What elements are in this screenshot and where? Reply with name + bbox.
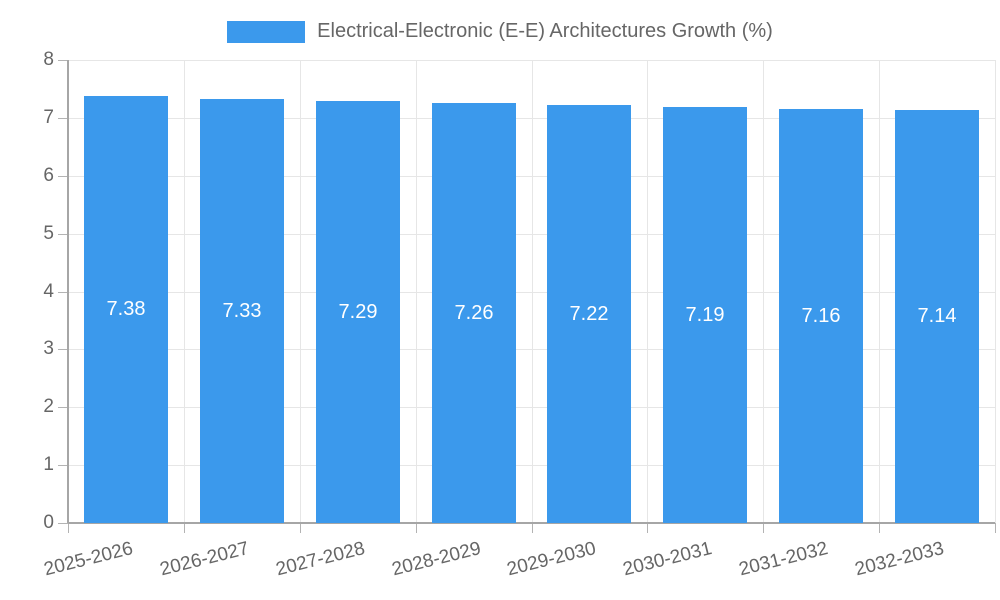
- y-axis-tick-label: 2: [43, 396, 54, 417]
- y-axis-tick-label: 5: [43, 223, 54, 244]
- y-axis-line: [67, 60, 69, 523]
- gridline-vertical: [532, 60, 533, 523]
- gridline-vertical: [300, 60, 301, 523]
- y-axis-tick: [58, 465, 68, 466]
- bar-value-label: 7.19: [685, 303, 725, 326]
- x-axis-tick: [300, 523, 301, 533]
- y-axis-tick: [58, 523, 68, 524]
- y-axis-tick-label: 0: [43, 512, 54, 533]
- gridline-horizontal: [68, 60, 995, 61]
- x-axis-tick: [879, 523, 880, 533]
- x-axis-tick: [763, 523, 764, 533]
- gridline-vertical: [995, 60, 996, 523]
- y-axis-tick: [58, 292, 68, 293]
- gridline-vertical: [184, 60, 185, 523]
- gridline-horizontal: [68, 349, 995, 350]
- chart-legend[interactable]: Electrical-Electronic (E-E) Architecture…: [0, 20, 1000, 43]
- gridline-horizontal: [68, 234, 995, 235]
- x-axis-tick: [184, 523, 185, 533]
- bar-value-label: 7.26: [454, 301, 494, 324]
- bar-value-label: 7.38: [106, 298, 146, 320]
- x-axis-tick: [68, 523, 69, 533]
- y-axis-tick-label: 3: [43, 338, 54, 359]
- x-axis-tick: [647, 523, 648, 533]
- y-axis-tick: [58, 234, 68, 235]
- gridline-vertical: [416, 60, 417, 523]
- bar-2027-2028[interactable]: 7.29: [316, 101, 400, 523]
- bar-value-label: 7.14: [917, 305, 957, 327]
- x-axis-line: [68, 522, 995, 524]
- gridline-horizontal: [68, 118, 995, 119]
- gridline-horizontal: [68, 407, 995, 408]
- gridline-vertical: [763, 60, 764, 523]
- bar-2025-2026[interactable]: 7.38: [84, 96, 168, 523]
- y-axis-tick: [58, 176, 68, 177]
- y-axis-tick: [58, 60, 68, 61]
- bar-value-label: 7.33: [222, 299, 262, 322]
- y-axis-tick-label: 7: [43, 107, 54, 128]
- bar-2032-2033[interactable]: 7.14: [895, 110, 979, 523]
- y-axis-tick-label: 1: [43, 454, 54, 475]
- bar-2030-2031[interactable]: 7.19: [663, 107, 747, 523]
- bar-2026-2027[interactable]: 7.33: [200, 99, 284, 523]
- gridline-horizontal: [68, 176, 995, 177]
- bar-value-label: 7.16: [801, 304, 841, 327]
- y-axis-tick-label: 6: [43, 165, 54, 186]
- gridline-horizontal: [68, 465, 995, 466]
- y-axis-tick: [58, 407, 68, 408]
- bar-2031-2032[interactable]: 7.16: [779, 109, 863, 523]
- gridline-horizontal: [68, 292, 995, 293]
- bar-value-label: 7.22: [569, 302, 609, 325]
- legend-label: Electrical-Electronic (E-E) Architecture…: [317, 20, 773, 42]
- y-axis-tick: [58, 349, 68, 350]
- y-axis-tick-label: 4: [43, 281, 54, 302]
- bar-2029-2030[interactable]: 7.22: [547, 105, 631, 523]
- x-axis-tick: [416, 523, 417, 533]
- y-axis-tick: [58, 118, 68, 119]
- gridline-vertical: [879, 60, 880, 523]
- x-axis-tick: [532, 523, 533, 533]
- bar-value-label: 7.29: [338, 300, 378, 323]
- bar-2028-2029[interactable]: 7.26: [432, 103, 516, 523]
- x-axis-tick: [995, 523, 996, 533]
- gridline-vertical: [647, 60, 648, 523]
- legend-swatch: [227, 20, 306, 43]
- y-axis-tick-label: 8: [43, 49, 54, 70]
